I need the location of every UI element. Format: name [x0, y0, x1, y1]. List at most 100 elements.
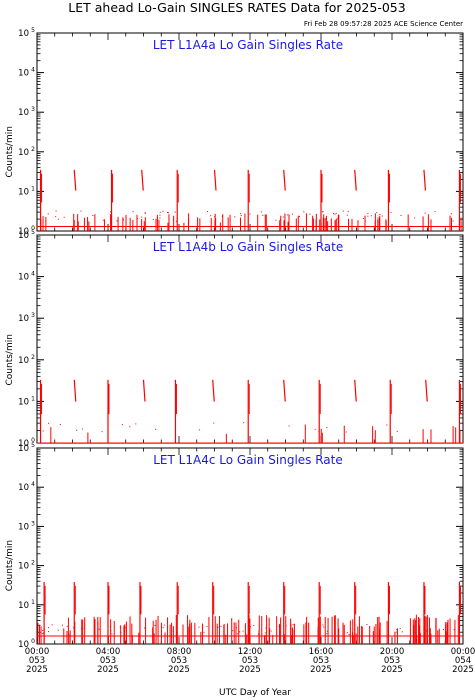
noise-dot — [136, 218, 138, 220]
noise-dot — [366, 624, 368, 626]
noise-dot — [109, 626, 111, 628]
noise-dot — [73, 627, 75, 629]
noise-dot — [59, 424, 61, 426]
noise-dot — [268, 631, 270, 633]
x-tick-label: 2025 — [239, 665, 261, 675]
x-tick-label: 00:00 — [451, 647, 475, 657]
noise-dot — [262, 214, 264, 216]
noise-dot — [249, 213, 251, 215]
noise-dot — [278, 625, 280, 627]
noise-dot — [400, 214, 402, 216]
noise-dot — [120, 632, 122, 634]
y-tick-label: 10 — [18, 601, 29, 611]
chart-title: LET ahead Lo-Gain SINGLES RATES Data for… — [68, 0, 405, 15]
y-tick-label: 10 — [18, 483, 29, 493]
noise-dot — [253, 624, 255, 626]
noise-dot — [166, 211, 168, 213]
noise-dot — [250, 626, 252, 628]
spike-line — [283, 379, 286, 402]
noise-dot — [132, 211, 134, 213]
y-tick-label: 10 — [18, 273, 29, 283]
noise-dot — [51, 624, 53, 626]
noise-dot — [124, 627, 126, 629]
noise-dot — [322, 211, 324, 213]
noise-dot — [346, 632, 348, 634]
noise-dot — [275, 219, 277, 221]
noise-dot — [98, 628, 100, 630]
noise-dot — [221, 215, 223, 217]
y-axis-label: Counts/min — [5, 334, 15, 385]
x-tick-label: 16:00 — [309, 647, 334, 657]
noise-dot — [240, 213, 242, 215]
noise-dot — [342, 210, 344, 212]
noise-dot — [346, 214, 348, 216]
noise-dot — [424, 212, 426, 214]
noise-dot — [144, 212, 146, 214]
spike-line — [425, 379, 428, 402]
noise-dot — [66, 625, 68, 627]
noise-dot — [396, 430, 398, 432]
y-tick-exponent: 5 — [31, 442, 35, 449]
y-tick-label: 10 — [18, 69, 29, 79]
x-tick-label: 2025 — [26, 665, 48, 675]
noise-dot — [418, 632, 420, 634]
panel-title: LET L1A4c Lo Gain Singles Rate — [153, 453, 343, 467]
panel-frame — [36, 32, 464, 232]
noise-dot — [154, 624, 156, 626]
timestamp-label: Fri Feb 28 09:57:28 2025 ACE Science Cen… — [304, 20, 463, 28]
x-tick-label: 2025 — [452, 665, 474, 675]
noise-dot — [370, 215, 372, 217]
y-tick-label: 10 — [18, 187, 29, 197]
x-tick-label: 053 — [100, 656, 116, 666]
noise-dot — [48, 627, 50, 629]
noise-dot — [362, 217, 364, 219]
noise-dot — [282, 216, 284, 218]
noise-dot — [376, 212, 378, 214]
noise-dot — [390, 211, 392, 213]
noise-dot — [83, 627, 85, 629]
noise-dot — [322, 624, 324, 626]
noise-dot — [314, 428, 316, 430]
y-tick-exponent: 3 — [31, 312, 35, 319]
x-tick-label: 053 — [29, 656, 45, 666]
noise-dot — [386, 424, 388, 426]
noise-dot — [367, 213, 369, 215]
noise-dot — [80, 210, 82, 212]
y-tick-label: 10 — [18, 562, 29, 572]
noise-dot — [203, 631, 205, 633]
noise-dot — [42, 633, 44, 635]
noise-dot — [238, 631, 240, 633]
noise-dot — [63, 216, 65, 218]
noise-dot — [159, 214, 161, 216]
noise-dot — [396, 629, 398, 631]
noise-dot — [206, 626, 208, 628]
x-tick-label: 053 — [384, 656, 400, 666]
noise-dot — [145, 627, 147, 629]
noise-dot — [270, 630, 272, 632]
noise-dot — [155, 428, 157, 430]
noise-dot — [399, 628, 401, 630]
noise-dot — [84, 625, 86, 627]
y-tick-exponent: 2 — [31, 560, 35, 567]
noise-dot — [232, 630, 234, 632]
noise-dot — [334, 213, 336, 215]
noise-dot — [336, 218, 338, 220]
noise-dot — [450, 213, 452, 215]
y-tick-exponent: 0 — [31, 437, 35, 444]
noise-dot — [298, 215, 300, 217]
spike-line — [213, 169, 217, 191]
x-tick-label: 12:00 — [238, 647, 263, 657]
noise-dot — [434, 211, 436, 213]
y-axis-label: Counts/min — [5, 540, 15, 591]
noise-dot — [81, 428, 83, 430]
noise-dot — [242, 630, 244, 632]
y-tick-label: 10 — [18, 444, 29, 454]
y-tick-label: 10 — [18, 227, 29, 237]
y-tick-exponent: 0 — [31, 225, 35, 232]
noise-dot — [141, 216, 143, 218]
x-tick-label: 2025 — [381, 665, 403, 675]
noise-dot — [110, 630, 112, 632]
y-tick-label: 10 — [18, 148, 29, 158]
panel-frame — [36, 234, 464, 444]
noise-dot — [345, 431, 347, 433]
